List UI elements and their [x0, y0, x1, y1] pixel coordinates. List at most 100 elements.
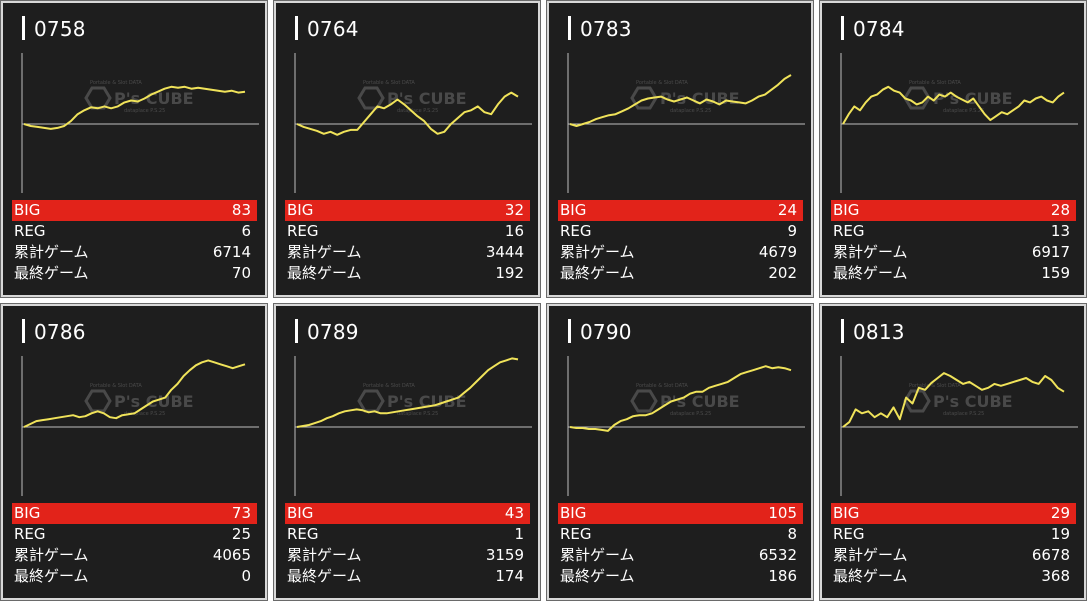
last-games-row: 最終ゲーム 70 [12, 263, 257, 284]
total-games-row: 累計ゲーム 3444 [285, 242, 530, 263]
last-games-row-value: 192 [495, 264, 524, 282]
reg-row-label: REG [560, 525, 592, 543]
machine-card[interactable]: 0789 Portable & Slot DATA P's CUBE dataplac… [273, 303, 541, 601]
total-games-row-value: 3159 [485, 546, 524, 564]
big-row-label: BIG [287, 201, 314, 219]
reg-row-label: REG [560, 222, 592, 240]
big-row-label: BIG [833, 504, 860, 522]
title-accent-bar [568, 319, 571, 343]
reg-row-label: REG [833, 525, 865, 543]
last-games-row-value: 159 [1041, 264, 1070, 282]
total-games-row-value: 4679 [758, 243, 797, 261]
watermark-caption-bottom: dataplace P.S.25 [670, 108, 711, 114]
total-games-row: 累計ゲーム 6714 [12, 242, 257, 263]
total-games-row-label: 累計ゲーム [560, 243, 635, 261]
machine-card[interactable]: 0758 Portable & Slot DATA P's CUBE dataplac… [0, 0, 268, 298]
stats-table: BIG 105 REG 8 累計ゲーム 6532 最終ゲーム 186 [558, 503, 803, 587]
total-games-row-value: 6714 [212, 243, 251, 261]
last-games-row: 最終ゲーム 174 [285, 566, 530, 587]
title-accent-bar [22, 16, 25, 40]
reg-row-label: REG [14, 525, 46, 543]
big-row: BIG 24 [558, 200, 803, 221]
total-games-row: 累計ゲーム 4679 [558, 242, 803, 263]
slump-line [569, 365, 792, 432]
watermark-caption-top: Portable & Slot DATA [909, 80, 961, 86]
big-row-value: 73 [231, 504, 251, 522]
last-games-row-value: 0 [241, 567, 251, 585]
title-accent-bar [22, 319, 25, 343]
big-row-label: BIG [287, 504, 314, 522]
slump-line [296, 357, 519, 428]
total-games-row: 累計ゲーム 6678 [831, 545, 1076, 566]
machine-card[interactable]: 0813 Portable & Slot DATA P's CUBE dataplac… [819, 303, 1087, 601]
total-games-row-label: 累計ゲーム [833, 546, 908, 564]
machine-card[interactable]: 0764 Portable & Slot DATA P's CUBE dataplac… [273, 0, 541, 298]
last-games-row-label: 最終ゲーム [287, 264, 362, 282]
machine-card[interactable]: 0784 Portable & Slot DATA P's CUBE dataplac… [819, 0, 1087, 298]
watermark-caption-bottom: dataplace P.S.25 [124, 108, 165, 114]
machine-card[interactable]: 0786 Portable & Slot DATA P's CUBE dataplac… [0, 303, 268, 601]
machine-number: 0813 [853, 320, 905, 344]
last-games-row-value: 202 [768, 264, 797, 282]
title-accent-bar [295, 319, 298, 343]
last-games-row-value: 174 [495, 567, 524, 585]
cube-icon [630, 389, 658, 413]
watermark-caption-top: Portable & Slot DATA [363, 383, 415, 389]
machine-card[interactable]: 0783 Portable & Slot DATA P's CUBE dataplac… [546, 0, 814, 298]
big-row: BIG 43 [285, 503, 530, 524]
reg-row: REG 8 [558, 524, 803, 545]
cube-icon [84, 86, 112, 110]
machine-number: 0786 [34, 320, 86, 344]
watermark-caption-bottom: dataplace P.S.25 [943, 411, 984, 417]
watermark-caption-bottom: dataplace P.S.25 [397, 411, 438, 417]
watermark-caption-top: Portable & Slot DATA [909, 383, 961, 389]
total-games-row-value: 6532 [758, 546, 797, 564]
big-row: BIG 32 [285, 200, 530, 221]
title-accent-bar [841, 16, 844, 40]
total-games-row-value: 4065 [212, 546, 251, 564]
reg-row-value: 9 [787, 222, 797, 240]
last-games-row-label: 最終ゲーム [14, 567, 89, 585]
reg-row: REG 19 [831, 524, 1076, 545]
slump-line [842, 85, 1065, 125]
last-games-row-label: 最終ゲーム [14, 264, 89, 282]
big-row-value: 24 [777, 201, 797, 219]
title-accent-bar [841, 319, 844, 343]
big-row-value: 28 [1050, 201, 1070, 219]
reg-row-label: REG [833, 222, 865, 240]
reg-row: REG 25 [12, 524, 257, 545]
last-games-row-label: 最終ゲーム [560, 567, 635, 585]
total-games-row-label: 累計ゲーム [287, 546, 362, 564]
reg-row: REG 9 [558, 221, 803, 242]
slump-line [569, 74, 792, 127]
watermark-brand: P's CUBE [660, 392, 740, 411]
watermark-caption-top: Portable & Slot DATA [363, 80, 415, 86]
last-games-row-value: 70 [231, 264, 251, 282]
big-row-label: BIG [560, 201, 587, 219]
reg-row-value: 6 [241, 222, 251, 240]
last-games-row-label: 最終ゲーム [287, 567, 362, 585]
reg-row-value: 19 [1050, 525, 1070, 543]
big-row-label: BIG [14, 504, 41, 522]
cube-icon [84, 389, 112, 413]
last-games-row: 最終ゲーム 186 [558, 566, 803, 587]
total-games-row-label: 累計ゲーム [14, 546, 89, 564]
watermark-caption-bottom: dataplace P.S.25 [670, 411, 711, 417]
machine-number: 0758 [34, 17, 86, 41]
machine-number: 0784 [853, 17, 905, 41]
machine-card[interactable]: 0790 Portable & Slot DATA P's CUBE dataplac… [546, 303, 814, 601]
total-games-row: 累計ゲーム 4065 [12, 545, 257, 566]
big-row: BIG 28 [831, 200, 1076, 221]
watermark-caption-top: Portable & Slot DATA [90, 383, 142, 389]
cube-icon [357, 389, 385, 413]
total-games-row: 累計ゲーム 3159 [285, 545, 530, 566]
slump-line [23, 359, 246, 428]
total-games-row-value: 6678 [1031, 546, 1070, 564]
